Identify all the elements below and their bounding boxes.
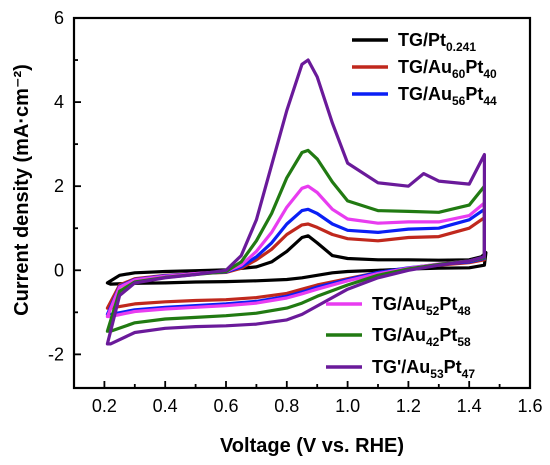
legend-label: TG/Au60Pt40 bbox=[398, 57, 497, 81]
legend-layer: TG/Pt0.241 TG/Au60Pt40 TG/Au56Pt44 TG/Au52P… bbox=[326, 30, 497, 381]
x-tick-label: 0.8 bbox=[274, 396, 299, 416]
y-tick-label: 4 bbox=[54, 92, 64, 112]
x-tick-label: 1.0 bbox=[335, 396, 360, 416]
cv-curve-4 bbox=[105, 184, 486, 319]
legend-item-4: TG/Au52Pt48 bbox=[326, 294, 471, 318]
legend-item-2: TG/Au60Pt40 bbox=[352, 57, 497, 81]
legend-item-5: TG/Au42Pt58 bbox=[326, 325, 471, 349]
cv-curve-6 bbox=[105, 58, 486, 346]
x-tick-label: 0.2 bbox=[92, 396, 117, 416]
plot-frame bbox=[72, 16, 532, 390]
legend-item-6: TG'/Au53Pt47 bbox=[326, 357, 475, 381]
x-tick-label: 1.2 bbox=[396, 396, 421, 416]
cv-curve-5 bbox=[105, 148, 486, 333]
y-tick-label: 0 bbox=[54, 260, 64, 280]
cv-curve-3 bbox=[105, 207, 486, 316]
curves-layer bbox=[105, 58, 488, 346]
y-tick-label: 2 bbox=[54, 176, 64, 196]
legend-item-3: TG/Au56Pt44 bbox=[352, 84, 497, 108]
y-tick-label: 6 bbox=[54, 8, 64, 28]
legend-label: TG'/Au53Pt47 bbox=[372, 357, 475, 381]
axes-layer bbox=[72, 16, 532, 390]
y-axis-title: Current density (mA·cm⁻²) bbox=[11, 64, 33, 316]
y-tick-label: -2 bbox=[48, 344, 64, 364]
legend-label: TG/Au42Pt58 bbox=[372, 325, 471, 349]
x-axis-title: Voltage (V vs. RHE) bbox=[220, 435, 404, 457]
x-tick-label: 0.4 bbox=[153, 396, 178, 416]
legend-item-1: TG/Pt0.241 bbox=[352, 30, 476, 54]
legend-label: TG/Au52Pt48 bbox=[372, 294, 471, 318]
ticks-layer: 0.2 0.4 0.6 0.8 1.0 1.2 1.4 1.6 -2 0 2 4 6 bbox=[48, 8, 543, 416]
x-tick-label: 1.6 bbox=[517, 396, 542, 416]
legend-label: TG/Au56Pt44 bbox=[398, 84, 497, 108]
x-tick-label: 1.4 bbox=[457, 396, 482, 416]
x-tick-label: 0.6 bbox=[213, 396, 238, 416]
legend-label: TG/Pt0.241 bbox=[398, 30, 476, 54]
